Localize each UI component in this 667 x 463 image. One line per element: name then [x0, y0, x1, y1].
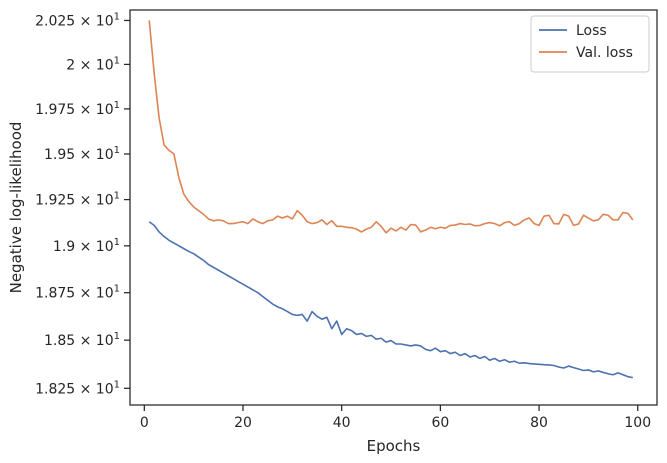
legend-label-0: Loss [576, 23, 607, 39]
y-tick-label: 2 × 101 [66, 55, 120, 73]
x-axis-label: Epochs [367, 437, 421, 455]
y-axis-label: Negative log-likelihood [7, 122, 25, 294]
x-tick-label: 100 [624, 415, 651, 431]
series-line-0 [148, 221, 633, 379]
y-axis: 1.825 × 101 1.85 × 101 1.875 × 101 1.9 × 10… [35, 11, 130, 397]
x-tick-label: 0 [140, 415, 149, 431]
y-tick-label: 1.875 × 101 [35, 284, 120, 302]
y-tick-label: 1.9 × 101 [53, 237, 120, 255]
y-tick-label: 2.025 × 101 [35, 11, 120, 29]
x-tick-label: 80 [530, 415, 548, 431]
x-tick-label: 40 [333, 415, 351, 431]
legend: Loss Val. loss [530, 15, 650, 73]
y-tick-label: 1.975 × 101 [35, 100, 120, 118]
x-tick-label: 20 [234, 415, 252, 431]
y-tick-label: 1.825 × 101 [35, 379, 120, 397]
x-tick-label: 60 [431, 415, 449, 431]
x-axis: 0 20 40 60 80 100 [140, 405, 651, 431]
legend-label-1: Val. loss [576, 45, 633, 61]
y-tick-label: 1.95 × 101 [44, 145, 120, 163]
y-tick-label: 1.925 × 101 [35, 191, 120, 209]
axes-frame [129, 9, 658, 406]
series-line-1 [148, 20, 634, 234]
y-tick-label: 1.85 × 101 [44, 331, 120, 349]
plot-area [148, 20, 634, 379]
